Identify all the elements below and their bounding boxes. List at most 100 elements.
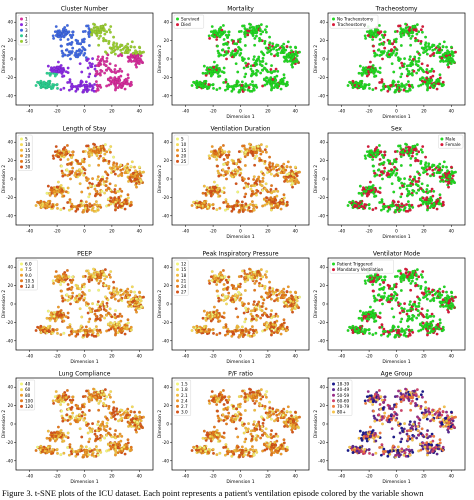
x-tick-label: 20: [265, 109, 271, 114]
data-point: [363, 202, 367, 206]
data-point: [244, 72, 248, 76]
data-point: [212, 180, 216, 184]
data-point: [61, 174, 65, 178]
data-point: [257, 55, 261, 59]
data-point: [272, 47, 275, 51]
x-tick-label: -40: [26, 229, 33, 234]
data-point: [418, 53, 422, 57]
data-point: [115, 77, 119, 81]
data-point: [230, 51, 233, 55]
data-point: [113, 172, 117, 176]
data-point: [230, 171, 233, 175]
data-point: [113, 188, 117, 191]
data-point: [417, 150, 421, 154]
data-point: [262, 197, 266, 201]
data-point: [261, 275, 265, 279]
y-tick-label: 20: [320, 38, 326, 43]
data-point: [380, 170, 384, 174]
data-point: [269, 52, 273, 56]
data-point: [92, 22, 95, 26]
data-point: [265, 270, 269, 273]
data-point: [199, 84, 203, 88]
data-point: [295, 60, 299, 63]
data-point: [204, 84, 208, 88]
data-point: [272, 190, 275, 193]
data-point: [103, 316, 107, 320]
data-point: [415, 191, 419, 195]
data-point: [101, 55, 105, 59]
data-point: [225, 85, 229, 88]
data-point: [59, 88, 63, 92]
data-point: [87, 320, 91, 324]
data-point: [409, 151, 413, 155]
data-point: [447, 55, 451, 59]
scatter-points: [34, 22, 145, 94]
data-point: [47, 191, 51, 195]
data-point: [373, 147, 377, 151]
data-point: [119, 74, 123, 78]
data-point: [116, 86, 120, 90]
data-point: [270, 84, 274, 88]
data-point: [403, 57, 407, 61]
data-point: [408, 208, 412, 212]
legend-marker: [176, 137, 179, 141]
data-point: [381, 161, 385, 165]
data-point: [51, 327, 55, 331]
data-point: [421, 25, 425, 28]
data-point: [95, 309, 99, 312]
data-point: [230, 334, 234, 338]
data-point: [428, 167, 431, 171]
data-point: [71, 150, 75, 154]
legend-marker: [20, 143, 23, 147]
data-point: [253, 163, 257, 167]
subplot-3: Tracheostomy-40 -20 0 20 4040200-20-40Dimens…: [313, 6, 466, 120]
legend-marker: [176, 143, 179, 147]
data-point: [56, 206, 59, 210]
data-point: [52, 189, 56, 193]
data-point: [77, 172, 81, 176]
data-point: [213, 155, 217, 159]
data-point: [411, 177, 415, 181]
data-point: [391, 162, 394, 166]
data-point: [90, 88, 94, 92]
legend-label: Male: [445, 137, 455, 142]
data-point: [52, 281, 56, 285]
legend-label: 5: [25, 137, 28, 142]
data-point: [116, 167, 119, 171]
data-point: [363, 34, 367, 38]
data-point: [120, 82, 124, 86]
data-point: [289, 58, 293, 62]
data-point: [282, 76, 286, 80]
data-point: [283, 59, 286, 63]
data-point: [70, 281, 73, 284]
data-point: [112, 295, 115, 299]
data-point: [428, 190, 431, 193]
data-point: [64, 151, 68, 155]
data-point: [438, 51, 442, 54]
data-point: [230, 209, 234, 213]
data-point: [386, 209, 390, 213]
data-point: [244, 317, 248, 321]
data-point: [424, 50, 427, 54]
data-point: [410, 73, 414, 77]
data-point: [282, 196, 286, 200]
data-point: [400, 61, 404, 65]
data-point: [60, 279, 64, 282]
data-point: [290, 61, 294, 65]
data-point: [442, 180, 445, 183]
data-point: [82, 53, 86, 57]
data-point: [51, 34, 55, 38]
data-point: [220, 31, 224, 35]
data-point: [57, 35, 61, 39]
data-point: [247, 57, 251, 61]
plot-title: Ventilation Duration: [211, 126, 271, 133]
data-point: [78, 62, 82, 66]
data-point: [245, 64, 248, 68]
data-point: [66, 282, 70, 286]
y-tick-label: -40: [6, 338, 13, 343]
legend-marker: [332, 23, 335, 27]
data-point: [66, 186, 70, 190]
data-point: [105, 68, 109, 72]
data-point: [269, 208, 273, 212]
data-point: [377, 48, 381, 52]
